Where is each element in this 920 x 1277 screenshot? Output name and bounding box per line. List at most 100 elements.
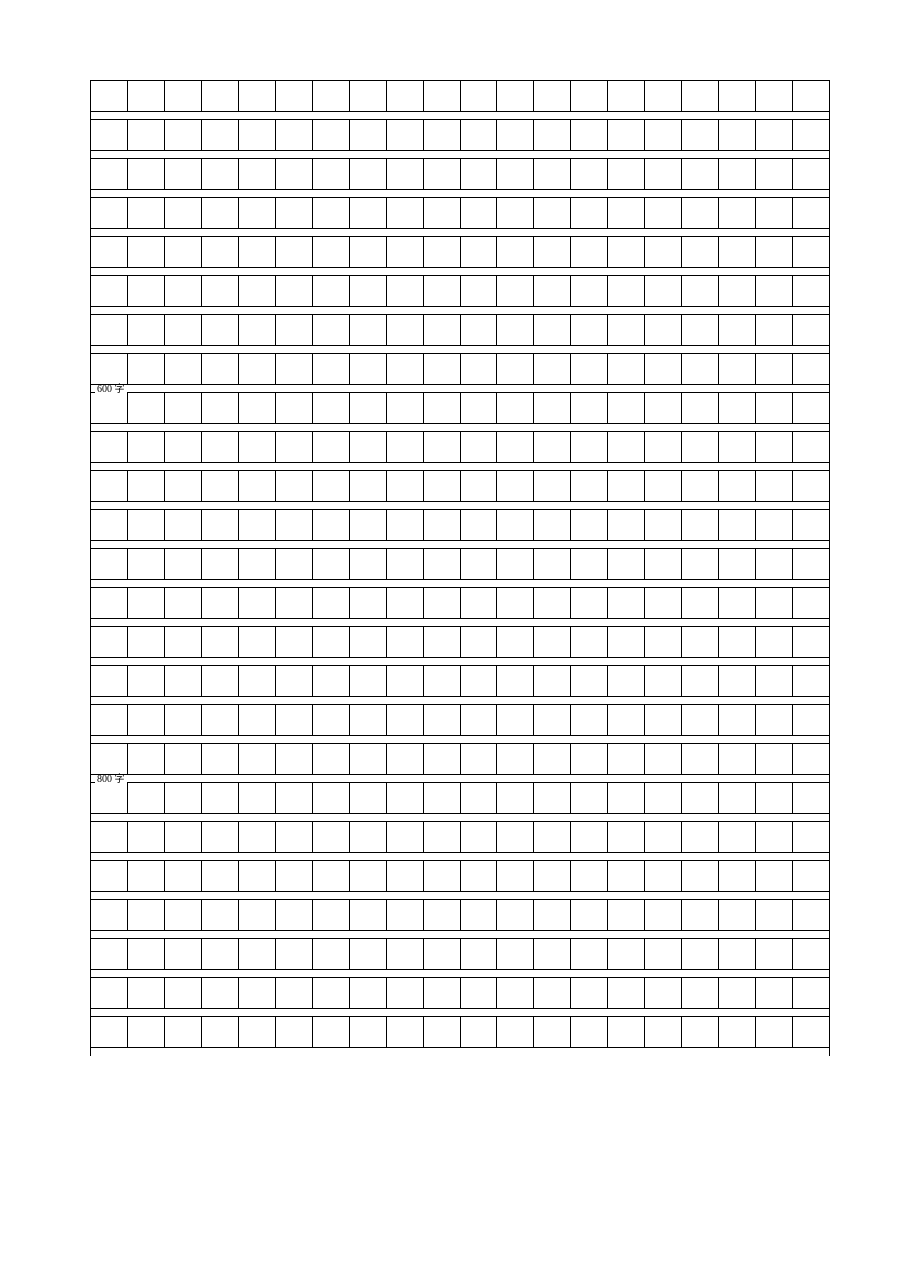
grid-row [90, 587, 830, 618]
grid-cell [756, 939, 793, 969]
grid-cell [756, 900, 793, 930]
grid-cell [571, 393, 608, 423]
grid-cell [350, 432, 387, 462]
grid-cell [424, 822, 461, 852]
grid-cell [608, 237, 645, 267]
grid-cell [202, 198, 239, 228]
grid-cell [91, 276, 128, 306]
grid-cell [497, 822, 534, 852]
grid-cell [424, 471, 461, 501]
grid-cell [793, 510, 829, 540]
grid-cell [719, 81, 756, 111]
grid-cell [91, 705, 128, 735]
grid-cell [350, 588, 387, 618]
char-count-marker: 600 字 [95, 385, 127, 395]
grid-cell [682, 705, 719, 735]
char-count-marker: 800 字 [95, 775, 127, 785]
grid-cell [571, 120, 608, 150]
grid-cell [793, 861, 829, 891]
grid-cell [719, 120, 756, 150]
grid-cell [424, 549, 461, 579]
grid-cell [424, 666, 461, 696]
grid-cell [165, 549, 202, 579]
grid-cell [91, 1017, 128, 1047]
grid-cell [387, 783, 424, 813]
grid-cell [793, 120, 829, 150]
grid-cell [571, 822, 608, 852]
grid-cell [497, 627, 534, 657]
row-spacer [90, 657, 830, 665]
row-spacer [90, 930, 830, 938]
grid-cell [350, 159, 387, 189]
grid-row [90, 119, 830, 150]
grid-cell [497, 354, 534, 384]
row-spacer [90, 345, 830, 353]
grid-cell [682, 549, 719, 579]
grid-cell [682, 939, 719, 969]
grid-cell [534, 705, 571, 735]
grid-cell [608, 822, 645, 852]
grid-cell [534, 549, 571, 579]
grid-cell [424, 588, 461, 618]
grid-cell [719, 315, 756, 345]
grid-cell [497, 744, 534, 774]
grid-cell [793, 315, 829, 345]
grid-cell [276, 978, 313, 1008]
grid-cell [461, 159, 498, 189]
grid-cell [350, 705, 387, 735]
grid-cell [165, 471, 202, 501]
grid-cell [608, 861, 645, 891]
grid-cell [313, 471, 350, 501]
grid-cell [461, 939, 498, 969]
grid-cell [608, 900, 645, 930]
grid-cell [497, 705, 534, 735]
grid-cell [202, 354, 239, 384]
grid-cell [313, 159, 350, 189]
grid-row [90, 704, 830, 735]
grid-cell [276, 939, 313, 969]
grid-cell [756, 471, 793, 501]
grid-cell [756, 744, 793, 774]
grid-cell [424, 978, 461, 1008]
grid-cell [202, 393, 239, 423]
grid-row [90, 158, 830, 189]
grid-cell [276, 471, 313, 501]
grid-cell [424, 315, 461, 345]
grid-cell [497, 120, 534, 150]
grid-cell [128, 393, 165, 423]
grid-cell [424, 81, 461, 111]
grid-cell [276, 198, 313, 228]
grid-cell [645, 159, 682, 189]
grid-cell [756, 354, 793, 384]
grid-cell [350, 744, 387, 774]
grid-cell [350, 978, 387, 1008]
grid-cell [239, 276, 276, 306]
grid-cell [608, 120, 645, 150]
grid-cell [534, 627, 571, 657]
grid-cell [239, 471, 276, 501]
grid-cell [571, 939, 608, 969]
grid-cell [719, 627, 756, 657]
row-spacer: 600 字 [90, 384, 830, 392]
grid-cell [313, 744, 350, 774]
grid-cell [165, 393, 202, 423]
grid-cell [239, 705, 276, 735]
grid-cell [350, 276, 387, 306]
grid-cell [682, 666, 719, 696]
grid-cell [387, 354, 424, 384]
grid-cell [719, 510, 756, 540]
grid-cell [202, 276, 239, 306]
grid-cell [497, 588, 534, 618]
grid-cell [571, 276, 608, 306]
grid-cell [461, 588, 498, 618]
grid-cell [128, 588, 165, 618]
grid-cell [239, 978, 276, 1008]
grid-cell [719, 978, 756, 1008]
grid-row [90, 470, 830, 501]
grid-cell [350, 237, 387, 267]
grid-cell [571, 900, 608, 930]
grid-cell [276, 861, 313, 891]
grid-cell [534, 198, 571, 228]
grid-cell [534, 588, 571, 618]
grid-cell [387, 471, 424, 501]
